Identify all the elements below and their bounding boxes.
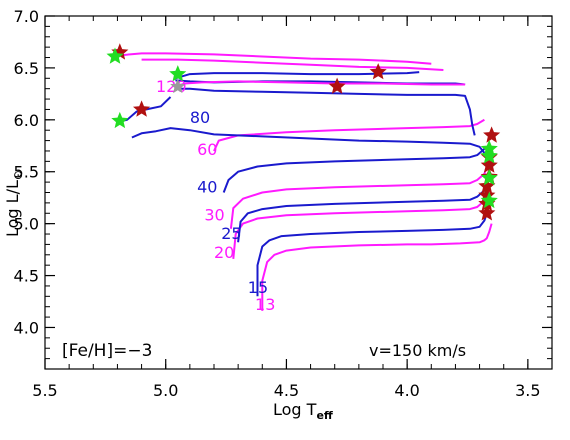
y-axis-label: Log L/L⊙ xyxy=(3,170,25,237)
red-star-marker-1 xyxy=(133,100,151,117)
track-120m xyxy=(175,80,466,88)
track-13 xyxy=(261,223,493,311)
track-60 xyxy=(213,118,485,152)
mass-label-15: 15 xyxy=(248,278,268,297)
red-star-marker-3 xyxy=(369,63,387,80)
mass-label-20: 20 xyxy=(214,243,234,262)
gray-star-marker xyxy=(170,78,186,94)
track-120 xyxy=(175,87,476,136)
track-80 xyxy=(131,127,486,154)
y-tick-label: 4.5 xyxy=(14,267,39,286)
y-axis-label-main: Log L/L xyxy=(3,180,22,237)
y-tick-label: 4.0 xyxy=(14,318,39,337)
mass-label-40: 40 xyxy=(197,178,217,197)
y-tick-label: 6.0 xyxy=(14,111,39,130)
red-star-marker-6 xyxy=(480,156,498,173)
green-star-marker-5 xyxy=(480,169,498,186)
y-axis-label-text: Log L/L⊙ xyxy=(3,170,25,237)
annotation-metallicity: [Fe/H]=−3 xyxy=(62,341,152,361)
x-tick-label: 5.5 xyxy=(32,381,57,400)
y-tick-label: 7.0 xyxy=(14,7,39,26)
axis-ticks: 5.5 5.0 4.5 4.0 3.5 4.0 4.5 5.0 5.5 6.0 6.5 7.0 xyxy=(14,7,553,400)
mass-label-30: 30 xyxy=(204,206,224,225)
y-tick-label: 5.0 xyxy=(14,215,39,234)
track-150m xyxy=(117,52,432,65)
red-star-marker-4 xyxy=(483,126,501,143)
track-20 xyxy=(232,194,488,259)
track-15 xyxy=(256,212,488,297)
x-tick-label: 3.5 xyxy=(515,381,540,400)
mass-label-60: 60 xyxy=(197,140,217,159)
x-axis-label: Log Teff xyxy=(273,400,333,422)
track-25 xyxy=(237,181,488,243)
y-tick-label: 6.5 xyxy=(14,59,39,78)
green-star-marker-1 xyxy=(111,111,129,129)
mass-label-25: 25 xyxy=(221,224,241,243)
red-star-marker-2 xyxy=(328,77,346,94)
green-star-marker-0 xyxy=(106,47,124,64)
x-tick-label: 5.0 xyxy=(153,381,178,400)
plot-frame xyxy=(44,15,553,370)
x-tick-label: 4.5 xyxy=(274,381,299,400)
evolution-tracks xyxy=(117,52,493,311)
track-40 xyxy=(222,148,486,193)
mass-label-80: 80 xyxy=(190,108,210,127)
x-axis-label-sub: eff xyxy=(316,409,332,422)
red-star-marker-8 xyxy=(478,177,496,194)
y-tick-label: 5.5 xyxy=(14,163,39,182)
x-tick-label: 4.0 xyxy=(394,381,419,400)
x-axis-label-main: Log T xyxy=(273,400,317,419)
green-star-marker-2 xyxy=(169,65,187,82)
red-star-marker-11 xyxy=(478,204,496,221)
y-axis-label-sub: ⊙ xyxy=(11,170,25,180)
track-30 xyxy=(229,166,488,229)
green-star-marker-6 xyxy=(480,191,498,209)
green-star-marker-4 xyxy=(480,147,498,164)
track-120b xyxy=(175,71,420,80)
mass-label-13: 13 xyxy=(255,295,275,314)
track-150m2 xyxy=(141,58,444,71)
annotation-rotation: v=150 km/s xyxy=(369,341,466,360)
star-markers xyxy=(106,43,501,221)
